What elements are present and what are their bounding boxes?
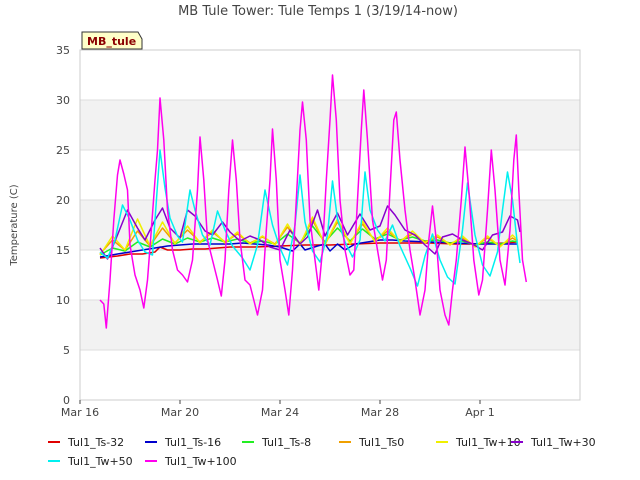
legend-item: Tul1_Tw+50	[48, 455, 133, 468]
x-tick-label: Mar 16	[61, 406, 99, 419]
series-line-tul1-tw-50	[99, 149, 521, 287]
plot-border	[79, 49, 581, 401]
y-tick-label: 0	[63, 394, 70, 407]
x-tick-label: Apr 1	[465, 406, 495, 419]
legend-item: Tul1_Ts-8	[242, 436, 311, 449]
y-tick-label: 5	[63, 344, 70, 357]
legend-label: Tul1_Tw+100	[164, 455, 237, 468]
legend-label: Tul1_Tw+50	[67, 455, 133, 468]
legend-item: Tul1_Ts-32	[48, 436, 124, 449]
y-axis-ticks: 0 5 10 15 20 25 30 35	[56, 44, 70, 407]
y-tick-label: 30	[56, 94, 70, 107]
legend-label: Tul1_Ts-16	[164, 436, 221, 449]
legend-label: Tul1_Ts0	[358, 436, 404, 449]
y-tick-label: 20	[56, 194, 70, 207]
y-tick-label: 25	[56, 144, 70, 157]
x-axis-ticks: Mar 16 Mar 20 Mar 24 Mar 28 Apr 1	[61, 400, 495, 419]
series-line-tul1-tw-100	[99, 74, 528, 329]
chart-tag: MB_tule	[81, 31, 143, 50]
legend-item: Tul1_Tw+30	[511, 436, 596, 449]
legend-label: Tul1_Ts-8	[261, 436, 311, 449]
y-tick-label: 10	[56, 294, 70, 307]
legend-item: Tul1_Tw+100	[145, 455, 237, 468]
legend: Tul1_Ts-32 Tul1_Ts-16 Tul1_Ts-8 Tul1_Ts0 Tul…	[48, 436, 596, 468]
grid-band	[80, 300, 580, 350]
legend-item: Tul1_Tw+10	[436, 436, 521, 449]
x-tick-label: Mar 24	[261, 406, 299, 419]
chart-tag-label: MB_tule	[87, 35, 136, 48]
legend-label: Tul1_Tw+10	[455, 436, 521, 449]
y-axis-label: Temperature (C)	[9, 184, 20, 266]
legend-item: Tul1_Ts0	[339, 436, 404, 449]
legend-item: Tul1_Ts-16	[145, 436, 221, 449]
y-tick-label: 35	[56, 44, 70, 57]
y-tick-label: 15	[56, 244, 70, 257]
x-tick-label: Mar 20	[161, 406, 199, 419]
series-lines	[99, 74, 528, 329]
legend-label: Tul1_Ts-32	[67, 436, 124, 449]
legend-label: Tul1_Tw+30	[530, 436, 596, 449]
series-line-tul1-tw-30	[99, 205, 521, 260]
x-tick-label: Mar 28	[361, 406, 399, 419]
chart-title: MB Tule Tower: Tule Temps 1 (3/19/14-now…	[178, 4, 458, 19]
